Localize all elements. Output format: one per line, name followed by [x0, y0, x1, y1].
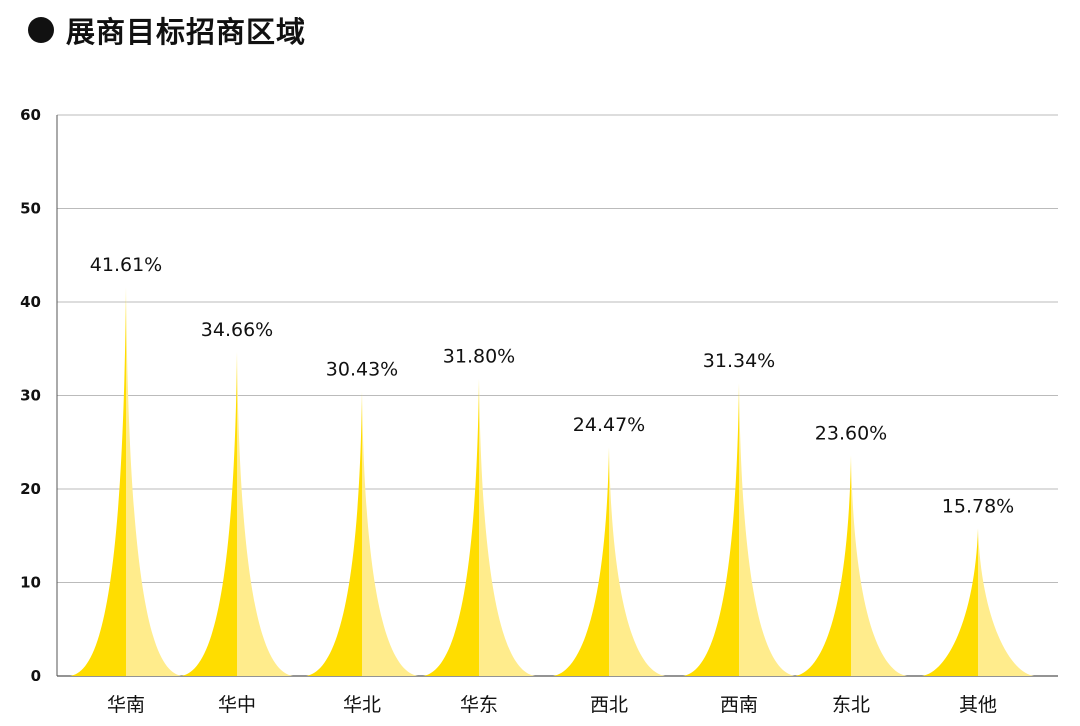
- data-label-华南: 41.61%: [90, 254, 162, 276]
- bar-right-face: [126, 286, 182, 676]
- bar-left-face: [683, 382, 739, 676]
- data-label-西北: 24.47%: [573, 414, 645, 436]
- bar-西北: [553, 447, 665, 676]
- bar-华东: [423, 378, 535, 676]
- labels-layer: 41.61% 华南 34.66% 华中 30.43% 华北 31.80% 华东 24.47% 西北…: [90, 254, 1014, 716]
- bullet-icon: [28, 17, 54, 43]
- y-tick-label-50: 50: [20, 200, 41, 218]
- bar-华南: [70, 286, 182, 676]
- x-tick-label-华东: 华东: [460, 694, 498, 716]
- x-tick-label-华北: 华北: [343, 694, 381, 716]
- x-tick-label-华南: 华南: [107, 694, 145, 716]
- bar-left-face: [70, 286, 126, 676]
- x-tick-label-华中: 华中: [218, 694, 256, 716]
- bar-left-face: [181, 351, 237, 676]
- bars-layer: [70, 286, 1034, 676]
- bar-西南: [683, 382, 795, 676]
- bar-left-face: [306, 391, 362, 676]
- data-label-华北: 30.43%: [326, 358, 398, 380]
- data-label-华东: 31.80%: [443, 346, 515, 368]
- bar-其他: [922, 528, 1034, 676]
- x-tick-label-西南: 西南: [720, 694, 758, 716]
- bar-right-face: [851, 455, 907, 676]
- y-tick-label-40: 40: [20, 293, 41, 311]
- bar-right-face: [362, 391, 418, 676]
- bar-东北: [795, 455, 907, 676]
- data-label-华中: 34.66%: [201, 319, 273, 341]
- y-tick-label-10: 10: [20, 574, 41, 592]
- bar-right-face: [609, 447, 665, 676]
- y-tick-label-30: 30: [20, 387, 41, 405]
- bar-right-face: [479, 378, 535, 676]
- data-label-西南: 31.34%: [703, 350, 775, 372]
- bar-right-face: [978, 528, 1034, 676]
- y-tick-label-0: 0: [31, 667, 41, 685]
- page-title: 展商目标招商区域: [66, 15, 307, 49]
- data-label-其他: 15.78%: [942, 495, 1014, 517]
- bar-left-face: [795, 455, 851, 676]
- x-tick-label-东北: 东北: [832, 694, 870, 716]
- x-tick-label-其他: 其他: [959, 694, 997, 716]
- chart-title-row: 展商目标招商区域: [28, 10, 306, 50]
- y-tick-label-60: 60: [20, 106, 41, 124]
- bar-left-face: [553, 447, 609, 676]
- x-tick-label-西北: 西北: [590, 694, 628, 716]
- grid-layer: [57, 114, 1058, 583]
- bar-left-face: [922, 528, 978, 676]
- bar-right-face: [739, 382, 795, 676]
- bar-left-face: [423, 378, 479, 676]
- y-tick-label-20: 20: [20, 480, 41, 498]
- data-label-东北: 23.60%: [815, 422, 887, 444]
- bar-华北: [306, 391, 418, 676]
- bar-华中: [181, 351, 293, 676]
- bar-right-face: [237, 351, 293, 676]
